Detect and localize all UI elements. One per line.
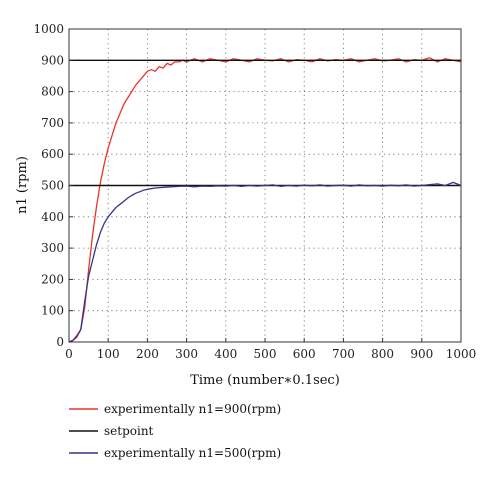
y-tick-label: 200: [41, 272, 64, 286]
x-axis-title: Time (number∗0.1sec): [190, 373, 340, 388]
y-tick-label: 100: [41, 304, 64, 318]
y-tick-label: 800: [41, 85, 64, 99]
x-tick-label: 200: [136, 347, 159, 361]
y-tick-label: 600: [41, 147, 64, 161]
legend-label-1: experimentally n1=900(rpm): [104, 402, 281, 416]
x-tick-label: 700: [332, 347, 355, 361]
series-lines: [68, 57, 462, 343]
series-line-3: [68, 181, 462, 343]
y-axis-title: n1 (rpm): [15, 156, 30, 214]
y-tick-label: 900: [41, 53, 64, 67]
x-tick-label: 500: [254, 347, 277, 361]
legend-label-3: experimentally n1=500(rpm): [104, 446, 281, 460]
x-tick-label: 600: [293, 347, 316, 361]
grid-lines: [69, 29, 461, 342]
x-tick-label: 1000: [446, 347, 477, 361]
x-tick-label: 900: [410, 347, 433, 361]
legend: experimentally n1=900(rpm) setpoint experi…: [69, 402, 281, 460]
y-tick-label: 300: [41, 241, 64, 255]
x-tick-label: 800: [371, 347, 394, 361]
y-tick-labels: 0 100 200 300 400 500 600 700 800 900 1000: [33, 22, 73, 349]
x-tick-label: 0: [65, 347, 73, 361]
legend-label-2: setpoint: [104, 424, 154, 438]
y-tick-label: 1000: [33, 22, 64, 36]
y-tick-label: 500: [41, 179, 64, 193]
y-tick-label: 400: [41, 210, 64, 224]
x-tick-label: 100: [97, 347, 120, 361]
x-tick-label: 300: [175, 347, 198, 361]
y-tick-label: 0: [56, 335, 64, 349]
x-tick-label: 400: [214, 347, 237, 361]
x-tick-labels: 0 100 200 300 400 500 600 700 800 900 1000: [65, 338, 476, 361]
y-tick-label: 700: [41, 116, 64, 130]
